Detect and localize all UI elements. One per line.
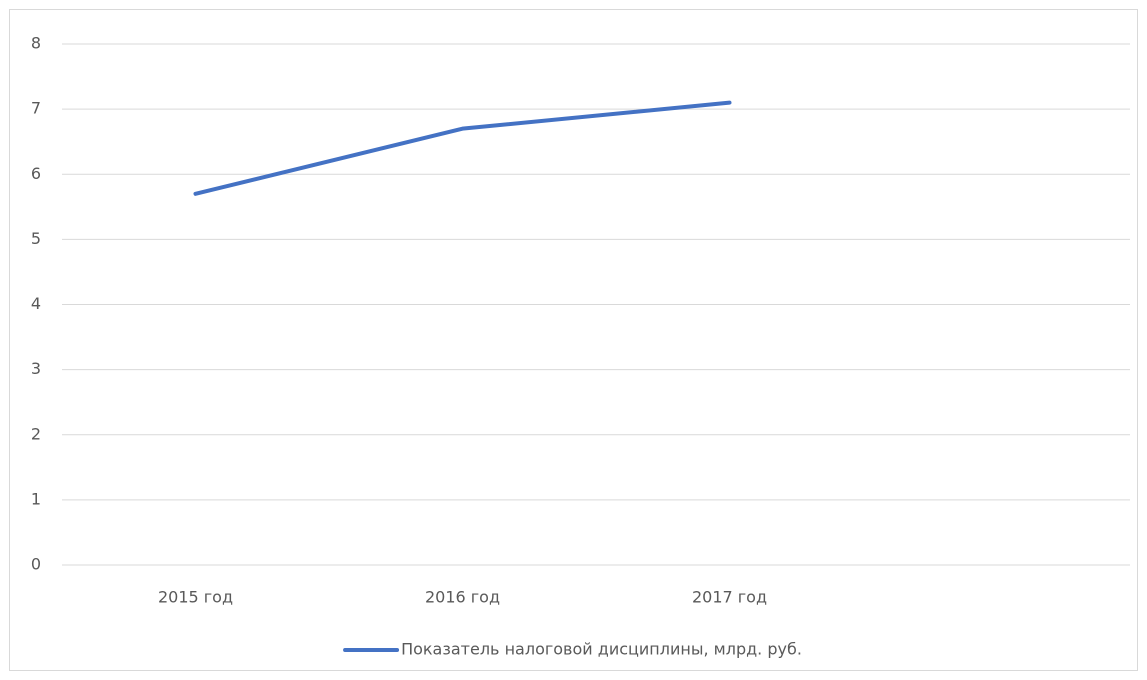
- y-tick-label: 1: [31, 489, 41, 508]
- y-tick-label: 4: [31, 294, 41, 313]
- y-tick-label: 8: [31, 34, 41, 53]
- x-tick-label: 2016 год: [425, 588, 500, 607]
- y-tick-label: 5: [31, 229, 41, 248]
- y-tick-label: 7: [31, 99, 41, 118]
- y-tick-label: 3: [31, 359, 41, 378]
- x-tick-label: 2015 год: [158, 588, 233, 607]
- y-tick-label: 0: [31, 555, 41, 574]
- y-tick-label: 6: [31, 164, 41, 183]
- data-line: [193, 100, 732, 196]
- x-tick-label: 2017 год: [692, 588, 767, 607]
- legend-label: Показатель налоговой дисциплины, млрд. р…: [401, 640, 802, 659]
- y-tick-label: 2: [31, 424, 41, 443]
